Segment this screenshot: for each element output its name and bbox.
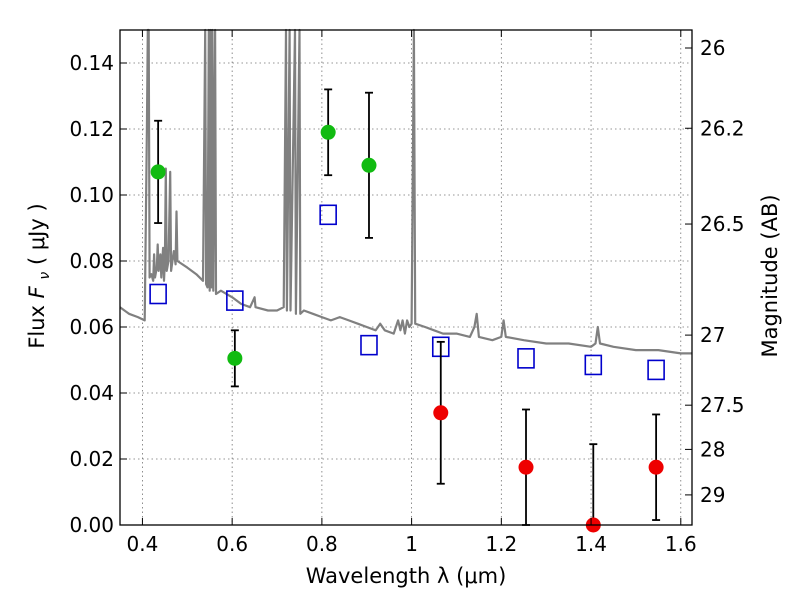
spectrum-series	[119, 28, 692, 355]
y-axis-label-symbol: F	[25, 285, 49, 298]
detected-point	[150, 164, 166, 180]
y-tick-label: 0.04	[69, 381, 114, 405]
model-square	[226, 290, 244, 311]
photometry-points	[150, 124, 664, 533]
x-tick-label: 1	[405, 532, 418, 556]
detected-point	[320, 124, 336, 140]
model-square	[647, 359, 665, 381]
x-tick-label: 0.6	[216, 532, 248, 556]
x-tick-label: 1.2	[485, 532, 517, 556]
axis-ticks: 0.4 0.6 0.8 1 1.2 1.4 1.6 0.00 0.02 0.04 0.06 0.08 0…	[69, 30, 745, 556]
nondetected-point	[648, 459, 664, 475]
x-tick-label: 0.8	[306, 532, 338, 556]
x-tick-label: 0.4	[127, 532, 159, 556]
spectrum-line	[119, 28, 692, 355]
nondetected-point	[433, 405, 449, 421]
nondetected-point	[518, 459, 534, 475]
x-tick-label: 1.6	[665, 532, 697, 556]
model-square	[149, 283, 167, 305]
detected-point	[361, 157, 377, 173]
right-tick-label: 26.2	[700, 116, 745, 140]
model-square	[360, 334, 378, 356]
x-tick-label: 1.4	[575, 532, 607, 556]
right-tick-label: 27	[700, 323, 725, 347]
plot-frame	[119, 29, 693, 526]
y-tick-label: 0.02	[69, 447, 114, 471]
right-tick-label: 29	[700, 483, 725, 507]
y-axis-label: Flux F ν ( μJy )	[25, 203, 54, 348]
y-tick-label: 0.08	[69, 249, 114, 273]
model-square	[517, 348, 535, 369]
detected-point	[227, 350, 243, 366]
right-tick-label: 26	[700, 36, 725, 60]
model-square	[319, 204, 337, 226]
right-tick-label: 28	[700, 437, 725, 461]
right-tick-label: 26.5	[700, 212, 745, 236]
error-bars	[154, 88, 661, 526]
model-series	[149, 204, 665, 381]
x-axis-label: Wavelength λ (μm)	[306, 564, 507, 588]
y-tick-label: 0.14	[69, 51, 114, 75]
y-tick-label: 0.06	[69, 315, 114, 339]
y-axis-label-subscript: ν	[37, 272, 53, 280]
y-axis-label-prefix: Flux	[25, 298, 49, 348]
right-tick-label: 27.5	[700, 393, 745, 417]
y-axis-label-suffix: ( μJy )	[25, 203, 49, 265]
right-axis-label: Magnitude (AB)	[758, 194, 782, 357]
y-tick-label: 0.10	[69, 183, 114, 207]
y-tick-label: 0.12	[69, 117, 114, 141]
model-square	[584, 354, 603, 376]
y-tick-label: 0.00	[69, 513, 114, 537]
